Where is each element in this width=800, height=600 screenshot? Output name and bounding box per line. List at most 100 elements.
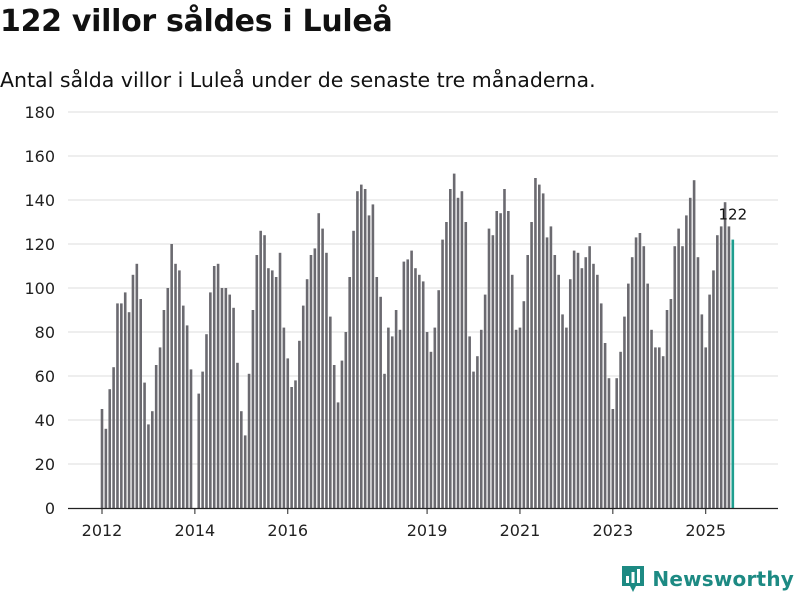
bar	[267, 268, 270, 508]
bar	[499, 213, 502, 508]
bar	[359, 184, 363, 508]
bar	[716, 235, 719, 508]
bar	[526, 255, 529, 508]
bar	[607, 378, 611, 508]
bar	[178, 270, 181, 508]
bar	[309, 255, 313, 508]
bar	[104, 428, 108, 508]
bar	[433, 327, 437, 508]
y-tick-label-40: 40	[35, 411, 55, 430]
bar	[510, 274, 514, 508]
bar	[479, 329, 483, 508]
bar	[298, 340, 301, 508]
bar	[383, 373, 386, 508]
bar	[700, 314, 704, 508]
bar	[414, 268, 417, 508]
bar	[278, 252, 282, 508]
bar	[696, 257, 700, 508]
bar	[294, 380, 297, 508]
bar	[681, 246, 684, 508]
bar	[545, 237, 549, 508]
bar	[514, 329, 518, 508]
bar	[398, 329, 402, 508]
bar	[561, 314, 564, 508]
bar	[518, 327, 522, 508]
bar	[251, 310, 255, 508]
bar	[313, 248, 317, 508]
x-tick-label-2023: 2023	[592, 521, 633, 540]
bar	[638, 233, 642, 508]
bar	[441, 239, 444, 508]
bar	[572, 250, 576, 508]
bar	[243, 435, 247, 508]
bar	[685, 215, 688, 508]
y-tick-label-140: 140	[24, 191, 55, 210]
x-tick-label-2021: 2021	[500, 521, 541, 540]
bar	[240, 411, 243, 508]
x-tick-label-2016: 2016	[267, 521, 308, 540]
bar	[317, 213, 321, 508]
bar	[387, 327, 390, 508]
bar	[197, 393, 201, 508]
bar	[507, 211, 510, 508]
bar	[580, 268, 584, 508]
bar	[352, 230, 355, 509]
bar	[127, 312, 131, 508]
x-tick-label-2019: 2019	[407, 521, 448, 540]
bar	[669, 299, 673, 508]
bar	[247, 373, 251, 508]
bar	[205, 334, 208, 508]
bar	[329, 316, 332, 508]
bar	[263, 235, 266, 508]
x-tick-label-2012: 2012	[82, 521, 123, 540]
bar	[719, 226, 723, 508]
bar	[371, 204, 375, 508]
bar	[483, 294, 487, 508]
bar	[185, 325, 189, 508]
bar	[452, 173, 456, 508]
y-tick-label-20: 20	[35, 455, 55, 474]
bar	[379, 296, 382, 508]
bar	[147, 424, 150, 508]
bar	[336, 402, 340, 508]
bar	[642, 246, 646, 508]
bar	[116, 303, 119, 508]
bar	[588, 246, 591, 508]
y-tick-label-0: 0	[45, 499, 55, 518]
bar	[627, 283, 630, 508]
bar	[274, 277, 278, 508]
bar	[603, 343, 607, 508]
bar	[557, 274, 560, 508]
bar	[162, 310, 166, 508]
bar	[449, 189, 452, 508]
bar	[212, 266, 216, 508]
bar	[487, 228, 491, 508]
y-tick-label-120: 120	[24, 235, 55, 254]
bar	[712, 270, 715, 508]
bar	[151, 411, 154, 508]
bar	[135, 263, 139, 508]
bar	[363, 189, 367, 508]
bar	[325, 252, 328, 508]
bar	[344, 332, 348, 508]
bar	[692, 180, 696, 508]
bar	[530, 222, 533, 508]
bar	[375, 277, 379, 508]
bar	[677, 228, 680, 508]
bar	[224, 288, 228, 508]
bar	[174, 263, 177, 508]
bar	[476, 356, 479, 508]
bar	[654, 347, 657, 508]
bar	[406, 259, 410, 508]
bar	[232, 307, 235, 508]
bar	[108, 389, 112, 508]
bar	[209, 292, 212, 508]
bar	[123, 292, 127, 508]
bar	[394, 310, 398, 508]
bar	[592, 263, 595, 508]
x-axis-tick-labels: 2012 2014 2016 2019 2021 2023 2025	[82, 521, 726, 540]
y-tick-label-80: 80	[35, 323, 55, 342]
bar	[390, 336, 394, 508]
bar	[565, 327, 568, 508]
bar	[522, 301, 526, 508]
